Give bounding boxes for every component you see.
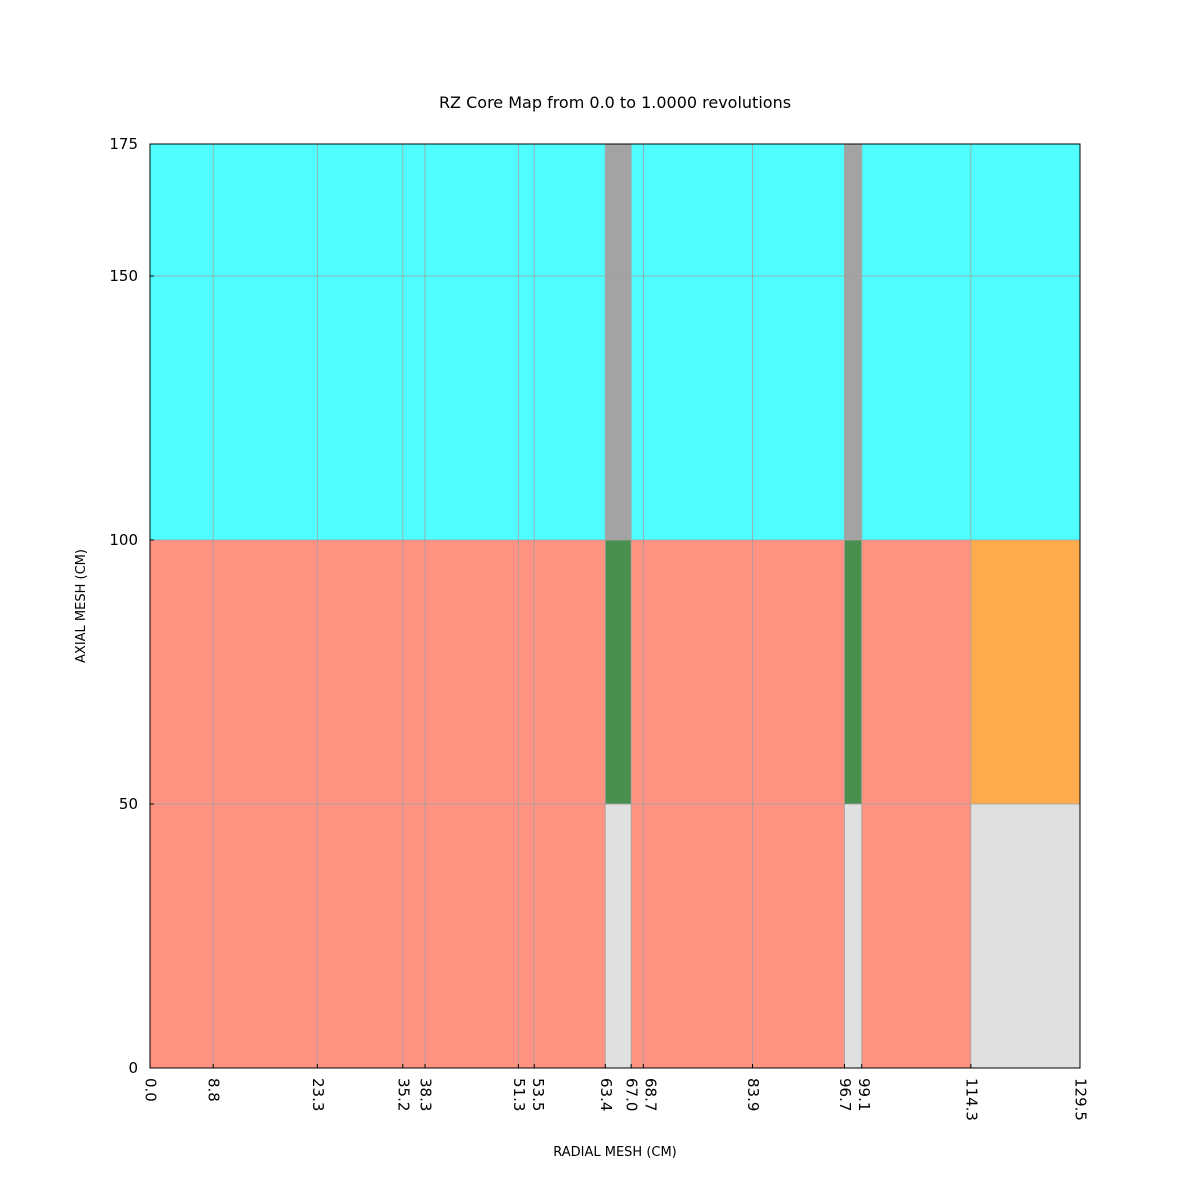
x-tick-label: 96.7 [836,1078,854,1111]
y-tick-label: 175 [109,135,138,153]
region-salmon [631,540,845,804]
y-ticks: 0 50 100 150 175 [109,135,154,1077]
region-gray [844,144,862,540]
y-tick-label: 0 [128,1059,138,1077]
x-axis-label: RADIAL MESH (CM) [553,1145,677,1160]
x-tick-label: 0.0 [142,1078,160,1102]
x-ticks: 0.0 8.8 23.3 35.2 38.3 51.3 53.5 63.4 67.0 68.7 83… [142,1064,1090,1121]
y-axis-label: AXIAL MESH (CM) [74,549,89,663]
chart-title: RZ Core Map from 0.0 to 1.0000 revolutio… [439,93,791,112]
region-salmon [150,540,606,804]
x-tick-label: 99.1 [855,1078,873,1111]
region-lightgray [844,804,862,1068]
plot-frame [149,143,1081,1069]
region-lightgray [970,804,1080,1068]
x-tick-label: 23.3 [309,1078,327,1111]
x-tick-label: 114.3 [962,1078,980,1121]
y-tick-label: 100 [109,531,138,549]
region-salmon [631,804,845,1068]
region-cyan [150,144,606,540]
y-tick-label: 50 [119,795,138,813]
region-lightgray [605,804,632,1068]
x-tick-label: 83.9 [744,1078,762,1111]
region-green [844,540,862,804]
region-salmon [861,804,971,1068]
x-tick-label: 51.3 [510,1078,528,1111]
region-salmon [861,540,971,804]
x-tick-label: 38.3 [417,1078,435,1111]
region-orange [970,540,1080,804]
x-tick-label: 53.5 [529,1078,547,1111]
region-salmon [150,804,606,1068]
x-tick-label: 129.5 [1072,1078,1090,1121]
region-gray [605,144,632,540]
y-tick-label: 150 [109,267,138,285]
x-tick-label: 63.4 [597,1078,615,1111]
x-tick-label: 35.2 [394,1078,412,1111]
region-cyan [631,144,845,540]
x-tick-label: 8.8 [205,1078,223,1102]
region-green [605,540,632,804]
regions-layer [150,144,1080,1068]
x-tick-label: 67.0 [623,1078,641,1111]
x-tick-label: 68.7 [642,1078,660,1111]
